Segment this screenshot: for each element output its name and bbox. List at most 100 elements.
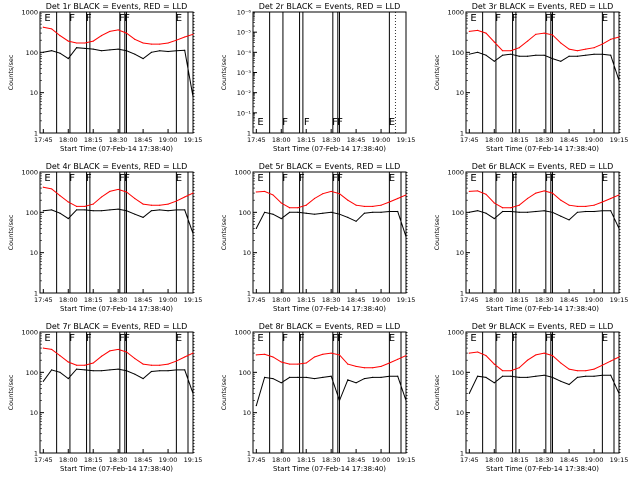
flag-label: F bbox=[550, 333, 556, 344]
lld-point bbox=[67, 201, 69, 203]
y-axis-label: Counts/sec bbox=[433, 54, 441, 90]
events-line bbox=[255, 211, 407, 237]
events-point bbox=[601, 374, 603, 376]
events-point bbox=[100, 370, 103, 372]
lld-point bbox=[543, 352, 545, 354]
events-point bbox=[42, 380, 44, 382]
x-tick-label: 18:00 bbox=[485, 296, 504, 304]
x-tick-label: 17:45 bbox=[460, 296, 479, 304]
lld-point bbox=[330, 190, 332, 193]
lld-point bbox=[338, 354, 341, 356]
lld-point bbox=[288, 363, 291, 365]
chart-panel: Det 9r BLACK = Events, RED = LLD 1 10 100 10… bbox=[433, 322, 628, 473]
x-tick-label: 18:45 bbox=[134, 456, 153, 464]
events-point bbox=[347, 216, 349, 218]
events-point bbox=[501, 375, 504, 377]
flag-label: F bbox=[282, 173, 288, 184]
events-point bbox=[92, 210, 94, 212]
lld-point bbox=[535, 354, 537, 356]
events-point bbox=[526, 376, 529, 378]
lld-point bbox=[610, 360, 612, 362]
y-tick-label: 1000 bbox=[234, 169, 251, 177]
lld-point bbox=[477, 29, 479, 31]
lld-point bbox=[568, 368, 570, 370]
x-tick-label: 18:45 bbox=[560, 296, 579, 304]
lld-point bbox=[51, 28, 53, 30]
lld-point bbox=[255, 354, 257, 356]
lld-point bbox=[150, 43, 153, 45]
events-point bbox=[330, 375, 332, 377]
events-point bbox=[551, 57, 554, 60]
events-point bbox=[117, 208, 119, 210]
chart-panel: Det 2r BLACK = Events, RED = LLD 1 10⁻¹ 10⁻… bbox=[220, 2, 415, 153]
lld-point bbox=[51, 188, 53, 190]
x-axis-label: Start Time (07-Feb-14 17:38:40) bbox=[486, 145, 599, 153]
events-point bbox=[585, 210, 587, 213]
events-point bbox=[338, 213, 341, 215]
lld-point bbox=[551, 354, 554, 357]
x-tick-label: 19:15 bbox=[184, 136, 203, 144]
flag-label: E bbox=[257, 173, 263, 184]
lld-point bbox=[167, 42, 169, 44]
events-point bbox=[305, 376, 307, 378]
x-axis-label: Start Time (07-Feb-14 17:38:40) bbox=[273, 145, 386, 153]
y-tick-label: 1 bbox=[34, 450, 38, 458]
y-tick-label: 1 bbox=[34, 130, 38, 138]
lld-point bbox=[477, 351, 479, 353]
x-axis-label: Start Time (07-Feb-14 17:38:40) bbox=[60, 465, 173, 473]
x-tick-label: 17:45 bbox=[34, 136, 53, 144]
lld-point bbox=[405, 354, 407, 357]
events-point bbox=[338, 399, 341, 402]
flag-label: F bbox=[86, 13, 92, 24]
events-point bbox=[363, 377, 366, 380]
events-point bbox=[134, 53, 136, 55]
flag-label: E bbox=[44, 13, 50, 24]
y-axis-label: Counts/sec bbox=[7, 54, 15, 90]
lld-point bbox=[142, 363, 144, 365]
x-tick-label: 17:45 bbox=[460, 136, 479, 144]
y-tick-label: 1000 bbox=[21, 169, 38, 177]
plot-frame bbox=[252, 11, 407, 134]
events-point bbox=[485, 212, 487, 214]
x-tick-label: 19:15 bbox=[184, 456, 203, 464]
lld-point bbox=[92, 362, 94, 364]
lld-point bbox=[67, 361, 69, 363]
chart-title: Det 2r BLACK = Events, RED = LLD bbox=[259, 2, 401, 11]
lld-point bbox=[347, 363, 349, 365]
lld-point bbox=[576, 370, 579, 372]
lld-point bbox=[42, 186, 44, 188]
events-point bbox=[92, 370, 94, 372]
flag-label: E bbox=[176, 333, 182, 344]
y-tick-label: 100 bbox=[26, 209, 38, 217]
lld-point bbox=[134, 38, 136, 40]
events-point bbox=[142, 216, 144, 218]
lld-point bbox=[510, 370, 512, 372]
events-point bbox=[288, 376, 291, 378]
lld-point bbox=[109, 190, 111, 193]
flag-label: F bbox=[495, 173, 501, 184]
x-tick-label: 18:30 bbox=[322, 136, 341, 144]
events-point bbox=[477, 51, 479, 53]
flag-label: F bbox=[495, 333, 501, 344]
events-point bbox=[322, 212, 324, 214]
events-point bbox=[493, 382, 495, 384]
events-point bbox=[501, 210, 504, 213]
y-axis-label: Counts/sec bbox=[220, 214, 228, 250]
lld-point bbox=[485, 193, 487, 195]
lld-point bbox=[192, 192, 194, 194]
lld-point bbox=[518, 204, 520, 206]
chart-title: Det 5r BLACK = Events, RED = LLD bbox=[259, 162, 401, 171]
x-tick-label: 19:00 bbox=[159, 456, 178, 464]
lld-point bbox=[322, 193, 324, 195]
events-point bbox=[142, 57, 144, 60]
plot-frame bbox=[39, 11, 194, 134]
events-point bbox=[59, 371, 61, 373]
events-point bbox=[159, 50, 161, 52]
x-tick-label: 18:30 bbox=[535, 456, 554, 464]
x-tick-label: 18:30 bbox=[322, 296, 341, 304]
flag-label: E bbox=[44, 173, 50, 184]
lld-point bbox=[184, 36, 186, 38]
x-tick-label: 18:00 bbox=[272, 456, 291, 464]
flag-label: F bbox=[282, 333, 288, 344]
events-point bbox=[192, 392, 194, 395]
